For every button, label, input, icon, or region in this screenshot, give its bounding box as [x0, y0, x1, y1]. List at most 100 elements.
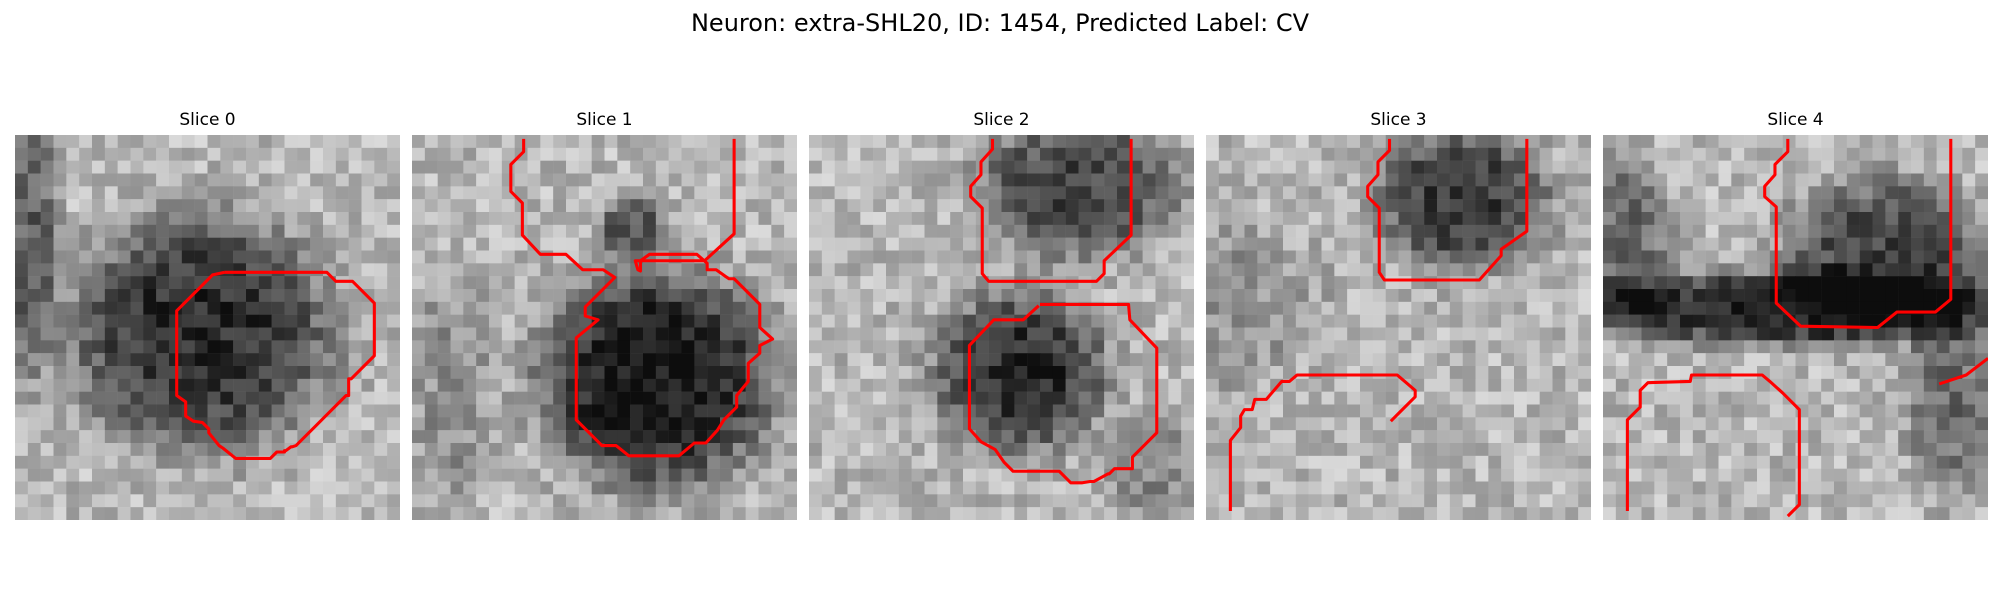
- pixel: [1308, 494, 1322, 508]
- pixel: [335, 404, 349, 418]
- pixel: [771, 366, 785, 380]
- pixel: [92, 481, 106, 495]
- pixel: [847, 481, 861, 495]
- pixel: [463, 353, 477, 367]
- pixel: [681, 212, 695, 226]
- pixel: [1385, 468, 1399, 482]
- pixel: [745, 340, 759, 354]
- pixel: [284, 468, 298, 482]
- pixel: [604, 212, 618, 226]
- pixel: [924, 276, 938, 290]
- pixel: [527, 224, 541, 238]
- pixel: [1283, 289, 1297, 303]
- pixel: [143, 443, 157, 457]
- pixel: [809, 455, 823, 469]
- pixel: [1514, 430, 1528, 444]
- pixel: [784, 443, 797, 457]
- pixel: [1501, 135, 1515, 149]
- pixel: [950, 289, 964, 303]
- pixel: [1565, 353, 1579, 367]
- pixel: [143, 366, 157, 380]
- pixel: [1911, 455, 1925, 469]
- pixel: [1949, 301, 1963, 315]
- pixel: [169, 481, 183, 495]
- pixel: [246, 340, 260, 354]
- pixel: [745, 250, 759, 264]
- pixel: [194, 391, 208, 405]
- pixel: [1654, 327, 1668, 341]
- pixel: [668, 289, 682, 303]
- pixel: [1334, 160, 1348, 174]
- pixel: [40, 314, 54, 328]
- pixel: [1539, 199, 1553, 213]
- pixel: [412, 455, 426, 469]
- pixel: [784, 263, 797, 277]
- pixel: [27, 237, 41, 251]
- pixel: [694, 301, 708, 315]
- pixel: [450, 160, 464, 174]
- pixel: [911, 481, 925, 495]
- pixel: [975, 186, 989, 200]
- pixel: [284, 135, 298, 149]
- pixel: [1244, 353, 1258, 367]
- pixel: [821, 455, 835, 469]
- pixel: [310, 340, 324, 354]
- pixel: [514, 443, 528, 457]
- pixel: [1027, 237, 1041, 251]
- pixel: [1603, 353, 1617, 367]
- pixel: [1001, 237, 1015, 251]
- pixel: [1680, 276, 1694, 290]
- pixel: [1117, 147, 1131, 161]
- pixel: [476, 301, 490, 315]
- pixel: [1129, 237, 1143, 251]
- pixel: [1898, 494, 1912, 508]
- pixel: [117, 173, 131, 187]
- pixel: [1360, 199, 1374, 213]
- pixel: [1181, 353, 1194, 367]
- pixel: [1398, 404, 1412, 418]
- pixel: [745, 430, 759, 444]
- pixel: [1091, 366, 1105, 380]
- pixel: [1834, 353, 1848, 367]
- pixel: [1667, 494, 1681, 508]
- pixel: [1142, 455, 1156, 469]
- pixel: [771, 263, 785, 277]
- pixel: [1027, 353, 1041, 367]
- pixel: [1872, 481, 1886, 495]
- pixel: [181, 199, 195, 213]
- pixel: [1142, 276, 1156, 290]
- pixel: [476, 135, 490, 149]
- pixel: [1181, 263, 1194, 277]
- pixel: [1372, 443, 1386, 457]
- pixel: [1898, 366, 1912, 380]
- pixel: [194, 301, 208, 315]
- pixel: [1846, 378, 1860, 392]
- pixel: [361, 443, 375, 457]
- pixel: [540, 327, 554, 341]
- pixel: [424, 276, 438, 290]
- pixel: [15, 237, 29, 251]
- pixel: [1091, 212, 1105, 226]
- pixel: [578, 340, 592, 354]
- pixel: [1552, 430, 1566, 444]
- pixel: [911, 289, 925, 303]
- pixel: [540, 366, 554, 380]
- pixel: [681, 353, 695, 367]
- pixel: [489, 378, 503, 392]
- pixel: [1231, 173, 1245, 187]
- pixel: [1539, 378, 1553, 392]
- pixel: [207, 314, 221, 328]
- pixel: [1846, 263, 1860, 277]
- pixel: [924, 212, 938, 226]
- pixel: [1488, 366, 1502, 380]
- pixel: [374, 199, 388, 213]
- pixel: [1692, 212, 1706, 226]
- pixel: [1475, 340, 1489, 354]
- pixel: [143, 186, 157, 200]
- pixel: [387, 289, 400, 303]
- pixel: [246, 135, 260, 149]
- pixel: [1462, 494, 1476, 508]
- pixel: [1744, 173, 1758, 187]
- pixel: [1526, 455, 1540, 469]
- pixel: [898, 301, 912, 315]
